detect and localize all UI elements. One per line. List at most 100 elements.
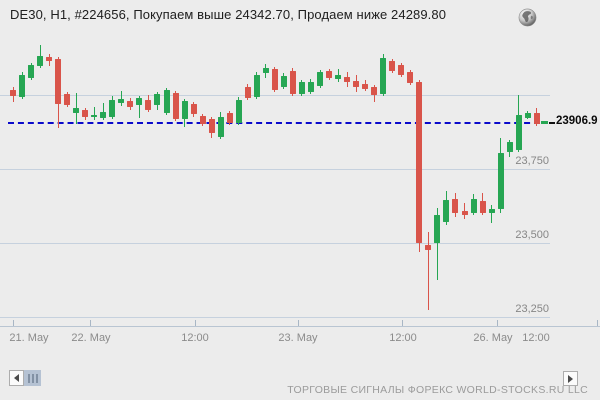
scroll-left-button[interactable]: [9, 370, 24, 386]
candle-body: [425, 245, 432, 251]
candle-body: [452, 198, 459, 214]
candle-wick: [102, 102, 104, 121]
candle-body: [118, 99, 125, 103]
candle-body: [82, 110, 89, 117]
candle-body: [407, 71, 414, 83]
candle-body: [461, 211, 468, 215]
x-axis-label: 26. May: [473, 332, 513, 344]
candle-body: [100, 111, 107, 119]
x-axis-label: 23. May: [278, 332, 318, 344]
candle-body: [271, 68, 278, 90]
scroll-right-button[interactable]: [563, 371, 578, 386]
candle-body: [307, 81, 314, 93]
candle-body: [434, 214, 441, 243]
candle-body: [416, 81, 423, 243]
candle-body: [398, 65, 405, 75]
y-axis-label: 23,250: [515, 303, 549, 315]
candle-body: [163, 89, 170, 114]
candle-body: [190, 103, 197, 114]
current-price-marker: [541, 121, 548, 125]
candle-body: [443, 200, 450, 222]
candle-body: [217, 116, 224, 138]
x-axis-label: 12:00: [389, 332, 417, 344]
candle-body: [226, 113, 233, 124]
candle-body: [380, 58, 387, 95]
candle-body: [64, 94, 71, 106]
candle-wick: [491, 205, 493, 223]
candle-body: [524, 113, 531, 119]
candle-wick: [138, 95, 140, 119]
candle-body: [335, 74, 342, 79]
candle-body: [506, 142, 513, 153]
candle-body: [280, 76, 287, 87]
candle-body: [533, 113, 540, 124]
candle-body: [91, 115, 98, 118]
grip-icon: [27, 373, 30, 383]
price-pointer-dash: [549, 121, 555, 125]
candle-body: [235, 100, 242, 124]
right-arrow-icon: [568, 374, 573, 383]
x-axis-tick: [497, 319, 498, 326]
candle-body: [127, 100, 134, 108]
current-price-label: 23906.9: [556, 115, 598, 128]
candle-body: [362, 84, 369, 90]
gridline: [0, 317, 550, 318]
candle-body: [73, 108, 80, 114]
x-axis-tick: [298, 319, 299, 326]
candle-body: [136, 97, 143, 106]
gridline: [0, 95, 550, 96]
x-axis-tick: [402, 319, 403, 326]
globe-icon: [518, 8, 537, 27]
candle-body: [46, 57, 53, 61]
x-axis-line: [0, 325, 600, 327]
x-axis-tick: [13, 319, 14, 326]
x-axis-label: 22. May: [71, 332, 111, 344]
candle-body: [470, 198, 477, 214]
candle-body: [515, 115, 522, 151]
gridline: [0, 243, 550, 244]
current-price-line: [8, 121, 540, 124]
candle-body: [488, 208, 495, 214]
x-axis-tick: [195, 319, 196, 326]
candle-body: [317, 71, 324, 87]
gridline: [0, 169, 550, 170]
candle-body: [479, 200, 486, 214]
x-axis-tick: [597, 319, 598, 326]
y-axis-label: 23,500: [515, 229, 549, 241]
scrollbar-thumb[interactable]: [24, 370, 41, 386]
candle-body: [10, 89, 16, 96]
x-axis-label: 21. May: [9, 332, 49, 344]
candle-body: [109, 100, 116, 117]
candle-body: [172, 92, 179, 119]
candle-body: [344, 76, 351, 82]
candle-wick: [427, 232, 429, 310]
candle-body: [145, 100, 152, 111]
candle-wick: [464, 203, 465, 219]
candle-body: [244, 87, 251, 98]
chart-title: DE30, H1, #224656, Покупаем выше 24342.7…: [10, 7, 447, 22]
candle-body: [497, 153, 504, 209]
y-axis-label: 23,750: [515, 155, 549, 167]
left-arrow-icon: [14, 374, 19, 382]
candle-body: [353, 81, 360, 87]
x-axis-label: 12:00: [181, 332, 209, 344]
candle-body: [154, 94, 161, 106]
candle-body: [253, 74, 260, 98]
candle-body: [37, 55, 44, 66]
candle-body: [19, 74, 26, 98]
watermark-text: ТОРГОВЫЕ СИГНАЛЫ ФОРЕКС WORLD-STOCKS.RU …: [287, 384, 588, 396]
candle-body: [55, 58, 62, 104]
candle-body: [208, 118, 215, 133]
x-axis-tick: [90, 319, 91, 326]
candle-body: [289, 71, 296, 95]
candle-body: [181, 100, 188, 119]
candle-body: [389, 60, 396, 72]
candle-body: [371, 87, 378, 95]
candle-body: [298, 81, 305, 95]
candle-wick: [436, 208, 438, 280]
x-axis-label: 12:00: [522, 332, 550, 344]
candle-body: [28, 65, 35, 79]
candle-body: [326, 71, 333, 79]
